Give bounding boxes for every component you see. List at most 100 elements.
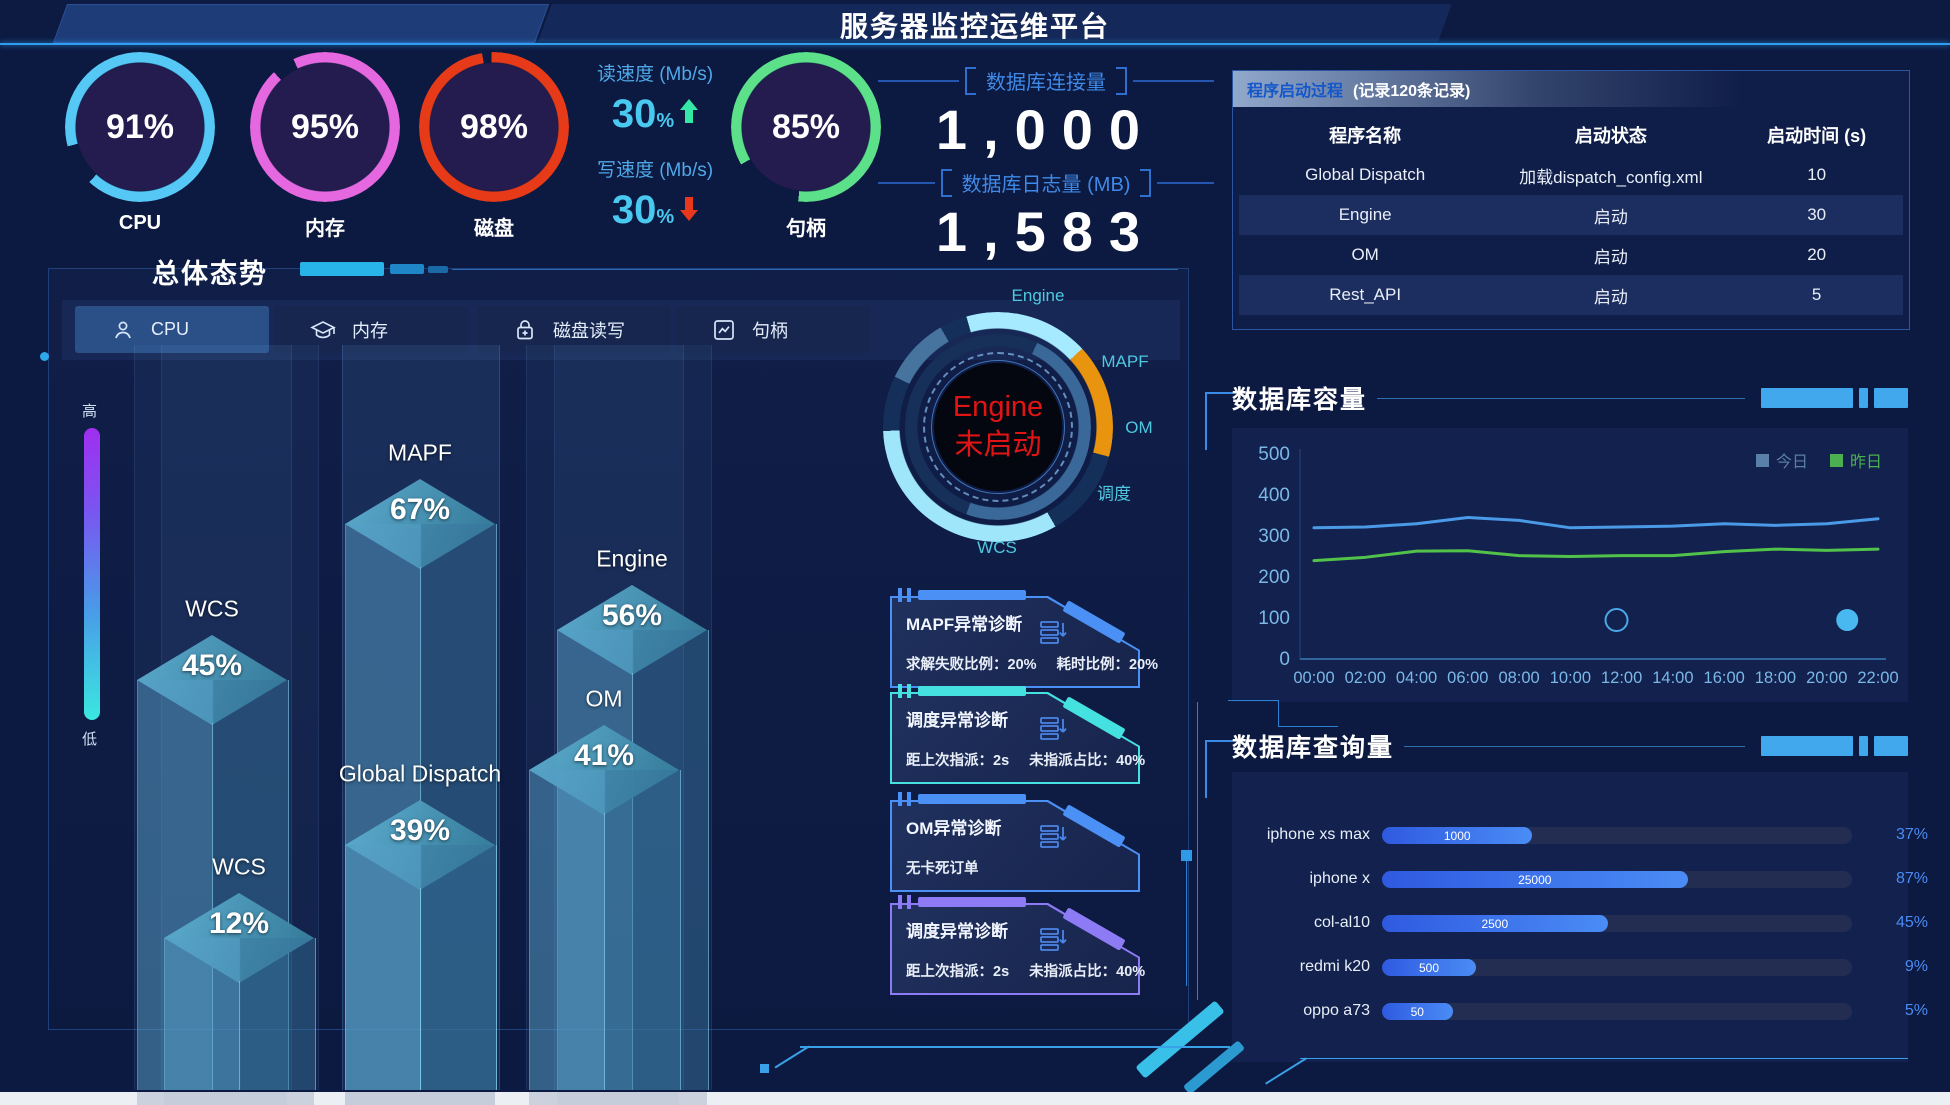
table-cell: 启动: [1593, 287, 1628, 307]
gauge-label: 磁盘: [474, 218, 514, 240]
diagnostic-card[interactable]: 调度异常诊断 距上次指派：2s 未指派占比：40%: [890, 895, 1145, 995]
legend-label: 今日: [1775, 454, 1808, 471]
card-stats: 距上次指派：2s 未指派占比：40%: [906, 960, 1145, 981]
table-cell: 20: [1807, 245, 1827, 264]
engine-gauge-label: OM: [1125, 418, 1153, 437]
gauge-value: 85%: [771, 107, 841, 146]
table-cell: 启动: [1593, 247, 1628, 267]
capacity-chart-svg: 0 100 200 300 400 500 00:00 02:00 04:00 06:00 08:0…: [1258, 444, 1898, 687]
db-log-value: 1,583: [935, 200, 1157, 263]
arrow-down-icon: [680, 195, 698, 221]
engine-gauge-label: 调度: [1097, 484, 1131, 504]
bar-body: [345, 845, 497, 1090]
card-tick: [907, 895, 911, 909]
decor-step-line: [1278, 726, 1338, 727]
chart-icon: [712, 318, 736, 342]
table-row: OM 启动 20: [1239, 235, 1903, 275]
query-bar-fill: 500: [1382, 959, 1476, 976]
legend-item-昨日[interactable]: 昨日: [1829, 448, 1882, 472]
decor-block: [1859, 736, 1868, 756]
arrow-up-icon: [680, 99, 699, 125]
read-speed-value: 30%: [575, 92, 735, 137]
tab-句柄[interactable]: 句柄: [676, 306, 870, 353]
db-log-label: 数据库日志量 (MB): [961, 174, 1131, 196]
bar-name: Global Dispatch: [338, 760, 502, 787]
gauge-memory: 95% 内存: [250, 52, 400, 240]
decor-line: [1377, 397, 1745, 399]
query-percent: 5%: [1904, 1002, 1928, 1019]
bar-value: 12%: [208, 907, 270, 940]
decor-node: [1181, 850, 1192, 861]
tab-CPU[interactable]: CPU: [75, 306, 269, 353]
title-bracket: [1205, 740, 1233, 798]
bar-name: Engine: [596, 545, 668, 572]
io-speed-block: 读速度 (Mb/s) 30% 写速度 (Mb/s) 30%: [575, 55, 735, 251]
gauge-hole: [261, 63, 389, 191]
stat-item: 未指派占比：40%: [1029, 753, 1146, 769]
bar-ridge: [604, 813, 605, 1090]
query-row: iphone x 25000 87%: [1232, 868, 1928, 892]
startup-table: 程序名称 启动状态 启动时间 (s) Global Dispatch 加载dispatc…: [1239, 115, 1903, 315]
stat-item: 耗时比例：20%: [1056, 657, 1159, 673]
card-title: OM异常诊断: [906, 819, 1002, 838]
diagnostic-card[interactable]: OM异常诊断 无卡死订单: [890, 792, 1140, 892]
printer-icon: [1040, 620, 1068, 651]
svg-text:200: 200: [1258, 567, 1290, 588]
tab-磁盘读写[interactable]: 磁盘读写: [477, 306, 671, 353]
table-row: Rest_API 启动 5: [1239, 275, 1903, 315]
startup-panel-subtitle: (记录120条记录): [1353, 83, 1471, 100]
diagnostic-card[interactable]: 调度异常诊断 距上次指派：2s 未指派占比：40%: [890, 684, 1145, 784]
title-decor-line: [452, 269, 1178, 270]
decor-block: [1874, 388, 1908, 408]
decor-step-line: [1228, 700, 1278, 701]
cap-icon: [310, 318, 336, 342]
card-accent-bar: [918, 590, 1026, 600]
db-connections-label-row: 数据库连接量: [878, 66, 1214, 95]
decor-step-line: [1278, 700, 1279, 726]
tab-内存[interactable]: 内存: [274, 306, 468, 353]
stat-item: 无卡死订单: [906, 861, 979, 877]
svg-text:500: 500: [1258, 444, 1290, 465]
bracket-left: [965, 66, 976, 95]
query-percent: 45%: [1895, 914, 1928, 931]
printer-icon: [1040, 927, 1068, 958]
engine-gauge-thin-ring: [931, 360, 1065, 494]
bar-reflection: [345, 1092, 495, 1105]
card-tick: [898, 588, 902, 602]
decor-block: [1859, 388, 1868, 408]
diagnostic-card[interactable]: MAPF异常诊断 求解失败比例：20% 耗时比例：20%: [890, 588, 1158, 688]
query-label: col-al10: [1313, 914, 1370, 931]
db-log-block: 数据库日志量 (MB) 1,583: [878, 168, 1215, 264]
capacity-panel: 今日 昨日 0 100 200 300 400 500 00:00 02:00 04:00 06:0…: [1232, 428, 1908, 702]
tab-label: CPU: [151, 319, 190, 339]
scale-gradient-bar: [84, 428, 100, 720]
query-bar-track: 1000: [1382, 827, 1852, 844]
legend-label: 昨日: [1849, 454, 1882, 471]
query-bar-track: 50: [1382, 1003, 1852, 1020]
gauge-hole: [742, 63, 870, 191]
query-bar-fill: 25000: [1382, 871, 1688, 888]
header-divider: [0, 43, 1950, 45]
decor-block: [1761, 736, 1853, 756]
startup-process-panel: 程序启动过程 (记录120条记录) 程序名称 启动状态 启动时间 (s) Global…: [1232, 70, 1910, 330]
overview-title: 总体态势: [152, 259, 268, 289]
gauge-label: 句柄: [786, 218, 826, 240]
startup-panel-header: 程序启动过程 (记录120条记录): [1233, 71, 1909, 107]
bar-reflection: [529, 1092, 679, 1105]
svg-text:16:00: 16:00: [1704, 669, 1745, 687]
bar-name: WCS: [185, 595, 239, 622]
card-stats: 无卡死订单: [906, 857, 1130, 878]
legend-item-今日[interactable]: 今日: [1755, 448, 1808, 472]
legend-swatch: [1755, 453, 1769, 467]
startup-panel-title: 程序启动过程: [1247, 83, 1344, 100]
disk-lock-icon: [513, 318, 537, 342]
gauge-cpu: 91% CPU: [65, 52, 215, 234]
bar-body: [164, 938, 316, 1090]
svg-text:06:00: 06:00: [1447, 669, 1488, 687]
capacity-title: 数据库容量: [1232, 386, 1368, 414]
column-header: 启动状态: [1574, 126, 1647, 146]
stat-item: 距上次指派：2s: [906, 964, 1010, 980]
gauge-value: 98%: [459, 107, 529, 146]
decor-line: [878, 181, 935, 184]
